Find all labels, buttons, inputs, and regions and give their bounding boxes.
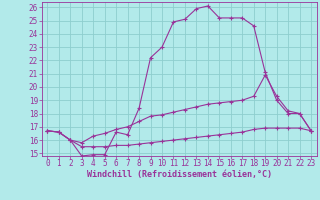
X-axis label: Windchill (Refroidissement éolien,°C): Windchill (Refroidissement éolien,°C) <box>87 170 272 179</box>
